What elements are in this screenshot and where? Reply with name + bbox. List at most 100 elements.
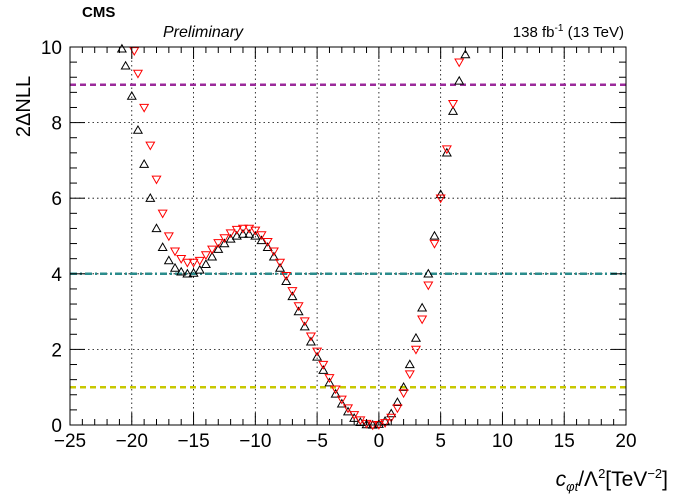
data-point-series-1 — [157, 242, 168, 251]
data-point-series-1 — [293, 306, 304, 316]
data-point-series-2 — [256, 231, 267, 241]
data-point-series-2 — [244, 224, 255, 234]
data-point-series-2 — [454, 58, 465, 68]
data-point-series-1 — [268, 251, 279, 261]
data-point-series-1 — [417, 302, 428, 312]
x-tick-label: −20 — [116, 431, 148, 452]
data-point-series-2 — [349, 411, 360, 421]
data-point-series-2 — [194, 256, 205, 266]
data-point-series-2 — [312, 347, 323, 357]
data-point-series-1 — [324, 377, 335, 387]
data-point-series-1 — [250, 230, 261, 240]
status-label: Preliminary — [163, 24, 244, 41]
data-point-series-1 — [398, 381, 409, 391]
x-tick-label: 20 — [615, 431, 636, 452]
data-point-series-1 — [441, 147, 452, 157]
data-point-series-1 — [330, 388, 341, 398]
data-point-series-1 — [380, 416, 391, 425]
data-point-series-1 — [207, 251, 218, 261]
data-point-series-1 — [231, 230, 242, 240]
data-point-series-2 — [386, 413, 397, 423]
x-tick-label: −10 — [239, 431, 271, 452]
data-point-series-1 — [318, 364, 329, 374]
data-point-series-2 — [274, 258, 286, 268]
y-tick-label: 10 — [41, 38, 62, 59]
y-tick-label: 4 — [51, 265, 62, 286]
data-point-series-2 — [293, 302, 304, 312]
data-point-series-1 — [163, 255, 174, 265]
data-point-series-1 — [139, 158, 150, 168]
data-point-series-2 — [219, 234, 230, 244]
data-point-series-2 — [417, 315, 428, 325]
data-point-series-1 — [287, 291, 298, 301]
data-point-series-2 — [318, 360, 329, 370]
data-point-series-1 — [219, 238, 230, 248]
data-point-series-2 — [145, 141, 156, 151]
data-point-series-2 — [441, 145, 452, 155]
x-tick-label: −15 — [177, 431, 209, 452]
data-point-series-1 — [126, 90, 137, 100]
data-point-series-1 — [176, 266, 187, 276]
data-point-series-2 — [225, 229, 236, 239]
data-point-series-2 — [429, 239, 440, 249]
x-tick-label: −5 — [306, 431, 328, 452]
data-point-series-1 — [132, 124, 144, 134]
data-point-series-1 — [435, 189, 446, 199]
data-point-series-2 — [336, 395, 347, 405]
data-point-series-1 — [355, 417, 366, 427]
data-point-series-2 — [299, 317, 310, 327]
data-point-series-1 — [274, 262, 286, 272]
x-tick-label: 15 — [554, 431, 575, 452]
y-tick-label: 8 — [51, 114, 62, 135]
data-point-series-2 — [367, 421, 378, 431]
data-point-series-2 — [398, 389, 409, 399]
experiment-label: CMS — [82, 4, 116, 21]
data-point-series-1 — [299, 321, 310, 331]
data-point-series-1 — [410, 332, 422, 342]
data-point-series-2 — [435, 194, 446, 204]
data-point-series-1 — [447, 106, 459, 115]
y-axis-label: 2ΔNLL — [13, 75, 36, 138]
data-point-series-1 — [256, 235, 267, 245]
data-point-series-1 — [262, 242, 273, 251]
x-axis-label: cφt/Λ2[TeV−2] — [555, 466, 668, 495]
data-point-series-1 — [423, 268, 434, 278]
data-point-series-1 — [182, 268, 193, 278]
x-tick-label: 10 — [492, 431, 513, 452]
plot-frame — [69, 46, 627, 426]
data-point-series-2 — [262, 238, 273, 247]
data-point-series-1 — [404, 359, 415, 369]
data-point-series-1 — [194, 264, 205, 274]
data-point-series-2 — [447, 100, 459, 109]
data-point-series-2 — [182, 258, 193, 268]
data-point-series-2 — [250, 226, 261, 236]
data-point-series-1 — [237, 228, 249, 238]
data-point-series-2 — [287, 287, 298, 297]
data-point-series-1 — [336, 398, 347, 408]
data-point-series-2 — [169, 247, 181, 257]
data-point-series-1 — [454, 75, 465, 85]
data-point-series-2 — [305, 332, 316, 342]
data-point-series-2 — [132, 69, 144, 79]
data-point-series-2 — [157, 209, 168, 219]
data-point-series-2 — [281, 272, 292, 281]
data-point-series-2 — [237, 224, 249, 234]
data-point-series-2 — [188, 258, 199, 268]
x-tick-label: −25 — [54, 431, 86, 452]
x-tick-label: 5 — [435, 431, 446, 452]
data-point-series-2 — [151, 175, 162, 185]
data-point-series-2 — [213, 239, 224, 249]
data-point-series-2 — [423, 281, 434, 291]
data-point-series-2 — [342, 404, 354, 414]
y-tick-label: 2 — [51, 340, 62, 361]
data-point-series-1 — [392, 397, 403, 406]
data-point-series-2 — [404, 370, 415, 380]
data-point-series-1 — [151, 223, 162, 233]
data-point-series-2 — [139, 103, 150, 113]
data-point-series-1 — [386, 408, 397, 418]
data-point-series-2 — [200, 251, 211, 261]
data-point-series-2 — [268, 247, 279, 257]
data-point-series-2 — [380, 419, 391, 428]
data-point-series-1 — [367, 419, 378, 429]
